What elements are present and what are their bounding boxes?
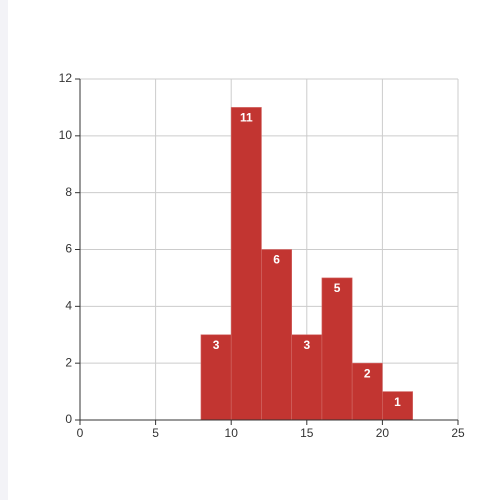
data-label: 11	[240, 111, 253, 125]
x-tick-label: 25	[451, 426, 465, 440]
y-tick-label: 12	[59, 71, 73, 85]
x-tick-label: 20	[376, 426, 390, 440]
y-tick-label: 2	[65, 355, 72, 369]
data-label: 6	[273, 253, 280, 267]
side-strip	[0, 0, 8, 500]
x-tick-label: 0	[77, 426, 84, 440]
data-label: 3	[303, 338, 310, 352]
data-label: 3	[213, 338, 220, 352]
y-tick-label: 4	[65, 299, 72, 313]
x-tick-label: 5	[152, 426, 159, 440]
x-tick-label: 15	[300, 426, 314, 440]
y-tick-label: 10	[59, 128, 73, 142]
bar	[321, 277, 353, 421]
y-tick-label: 0	[65, 412, 72, 426]
data-label: 5	[334, 281, 341, 295]
data-label: 2	[364, 366, 371, 380]
y-tick-label: 6	[65, 242, 72, 256]
x-tick-label: 10	[225, 426, 239, 440]
bar	[382, 391, 413, 421]
data-label: 1	[394, 395, 401, 409]
bar	[291, 334, 323, 421]
y-tick-label: 8	[65, 185, 72, 199]
bar	[230, 107, 262, 421]
bar	[261, 249, 292, 421]
